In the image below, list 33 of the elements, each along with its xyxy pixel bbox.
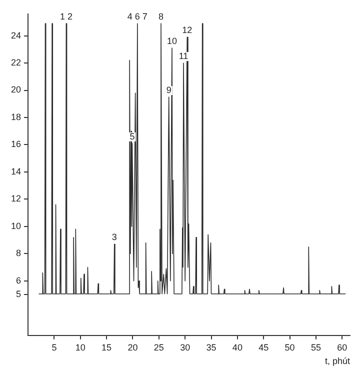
y-tick-label: 22	[10, 58, 22, 68]
x-tick-label: 45	[258, 342, 269, 352]
x-tick-label: 50	[284, 342, 295, 352]
y-tick-label: 12	[10, 194, 22, 204]
y-tick-label: 24	[10, 30, 22, 40]
x-tick-label: 10	[75, 342, 86, 352]
y-tick-label: 10	[10, 220, 22, 231]
annotation: 9	[166, 85, 172, 96]
x-tick-label: 20	[128, 342, 138, 352]
y-tick-label: 8	[16, 248, 22, 258]
y-tick-label: 16	[10, 139, 22, 150]
annotation: 1 2	[60, 12, 72, 22]
y-tick-label: 20	[10, 84, 22, 95]
y-tick-label: 14	[10, 166, 22, 176]
annotation: 11	[178, 51, 188, 62]
x-tick-label: 35	[206, 342, 216, 352]
x-tick-label: 25	[154, 342, 164, 352]
annotation: 3	[112, 232, 117, 242]
y-tick-label: 5	[16, 289, 22, 300]
annotation: 5	[130, 131, 135, 142]
x-tick-label: 60	[337, 342, 348, 352]
annotation: 10	[166, 36, 177, 46]
x-tick-label: 5	[52, 342, 57, 352]
y-tick-label: 18	[10, 112, 22, 122]
x-tick-label: 30	[180, 342, 190, 352]
x-tick-label: 15	[102, 342, 112, 352]
x-tick-label: 55	[310, 342, 321, 352]
annotation: 12	[182, 25, 192, 36]
x-axis-title: t, phút	[324, 356, 350, 366]
x-tick-label: 40	[232, 342, 242, 352]
annotation: 4 6 7	[127, 12, 148, 22]
annotation: 8	[158, 12, 164, 22]
y-tick-label: 6	[16, 275, 22, 286]
